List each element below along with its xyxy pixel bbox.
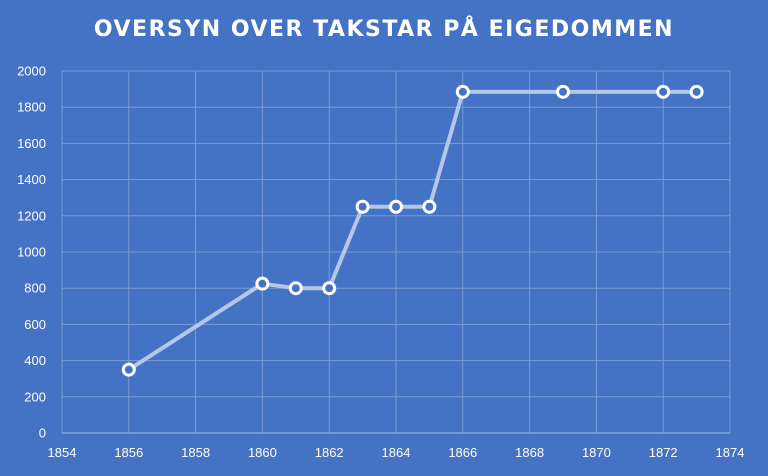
y-tick-label: 1000 <box>17 245 46 260</box>
x-tick-label: 1874 <box>716 445 745 460</box>
y-tick-label: 400 <box>24 353 46 368</box>
x-tick-label: 1866 <box>448 445 477 460</box>
x-tick-label: 1864 <box>382 445 411 460</box>
y-tick-label: 1200 <box>17 208 46 223</box>
series-line <box>127 89 697 372</box>
x-tick-label: 1854 <box>48 445 77 460</box>
x-tick-label: 1868 <box>515 445 544 460</box>
y-axis-ticks: 0 200 400 600 800 1000 1200 1400 1600 1800 2000 <box>17 64 46 441</box>
data-point <box>121 362 136 377</box>
chart-title: OVERSYN OVER TAKSTAR PÅ EIGEDOMMEN <box>93 17 675 42</box>
x-tick-label: 1872 <box>649 445 678 460</box>
data-point <box>656 84 671 99</box>
y-tick-label: 200 <box>24 389 46 404</box>
data-point <box>288 281 303 296</box>
y-tick-label: 800 <box>24 281 46 296</box>
x-tick-label: 1858 <box>181 445 210 460</box>
series <box>121 84 704 377</box>
grid <box>61 70 731 433</box>
x-tick-label: 1860 <box>248 445 277 460</box>
data-point <box>389 199 403 214</box>
data-point <box>322 281 337 296</box>
x-tick-label: 1862 <box>315 445 344 460</box>
data-point <box>422 199 437 214</box>
x-tick-label: 1856 <box>114 445 143 460</box>
y-tick-label: 600 <box>24 317 46 332</box>
data-point <box>556 84 570 99</box>
y-tick-label: 2000 <box>17 64 46 79</box>
data-point <box>455 84 470 99</box>
y-tick-label: 0 <box>39 426 46 441</box>
y-tick-label: 1600 <box>17 136 46 151</box>
x-tick-label: 1870 <box>582 445 611 460</box>
x-axis-ticks: 1854 1856 1858 1860 1862 1864 1866 1868 1870 1872… <box>48 445 745 460</box>
data-point <box>355 199 370 214</box>
y-tick-label: 1800 <box>17 100 46 115</box>
data-point <box>689 84 704 99</box>
data-point <box>255 276 270 291</box>
y-tick-label: 1400 <box>17 172 46 187</box>
